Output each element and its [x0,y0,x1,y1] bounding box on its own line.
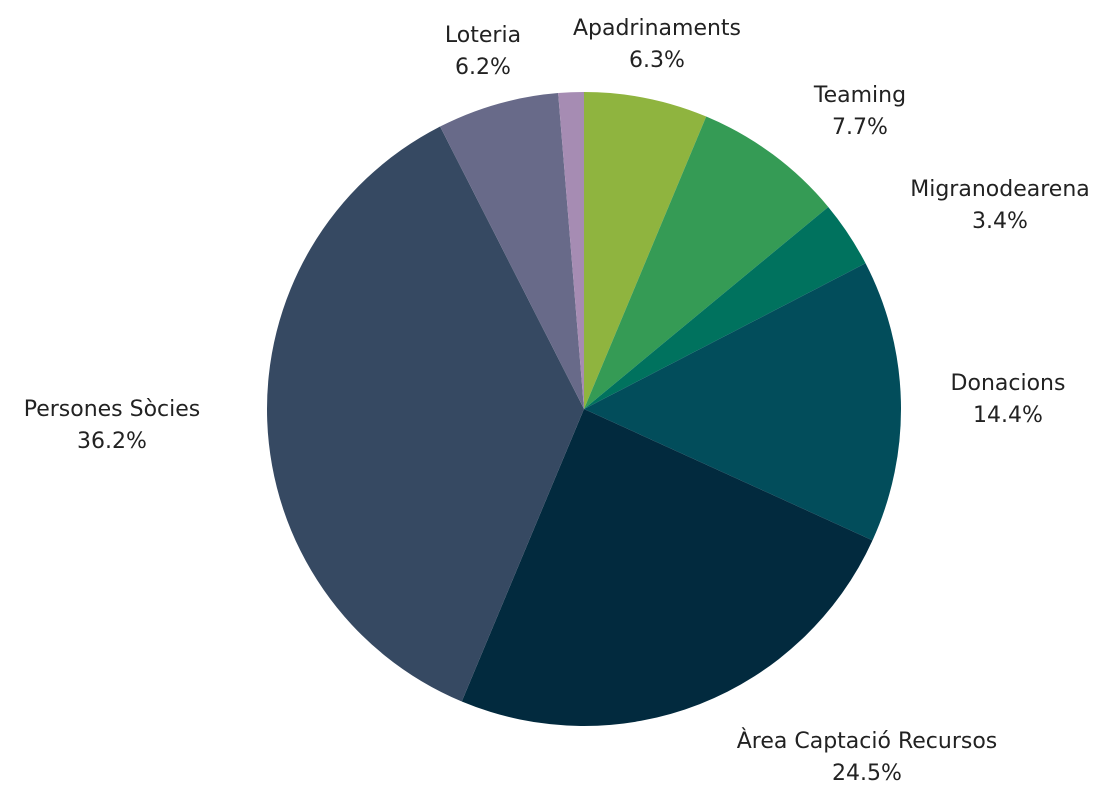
slice-label-migranodearena: Migranodearena [910,177,1090,202]
slice-value-area-captacio-recursos: 24.5% [832,761,902,786]
slice-label-teaming: Teaming [813,83,906,108]
slice-label-donacions: Donacions [951,371,1066,396]
slice-label-area-captacio-recursos: Àrea Captació Recursos [737,728,998,754]
slice-value-apadrinaments: 6.3% [629,48,685,73]
slice-value-migranodearena: 3.4% [972,209,1028,234]
slice-value-persones-socies: 36.2% [77,429,147,454]
slice-label-loteria: Loteria [445,23,521,48]
pie-slices [267,92,901,726]
slice-value-loteria: 6.2% [455,55,511,80]
slice-value-teaming: 7.7% [832,115,888,140]
slice-value-donacions: 14.4% [973,403,1043,428]
slice-label-apadrinaments: Apadrinaments [573,16,741,41]
slice-label-persones-socies: Persones Sòcies [24,397,201,422]
